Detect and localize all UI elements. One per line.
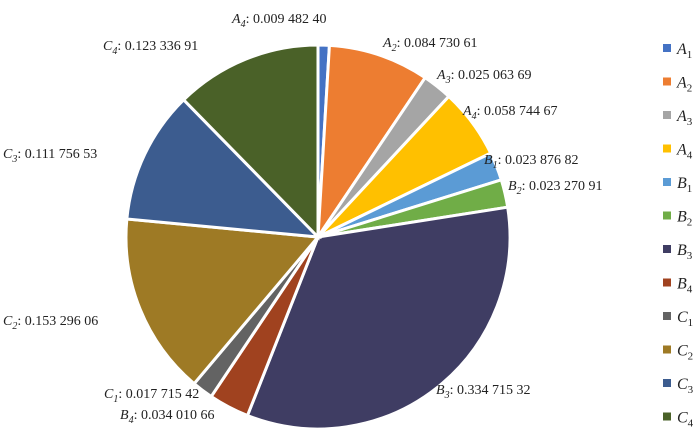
slice-a2 bbox=[316, 43, 428, 243]
slice-label-b4: B4: 0.034 010 66 bbox=[120, 408, 214, 426]
slice-label-a2: A2: 0.084 730 61 bbox=[382, 36, 477, 54]
pie-slices bbox=[124, 43, 512, 431]
slice-label-a4: A4: 0.058 744 67 bbox=[462, 104, 557, 122]
slice-label-b1: B1: 0.023 876 82 bbox=[484, 153, 578, 171]
legend-swatch-c2 bbox=[663, 345, 671, 354]
slice-label-c1: C1: 0.017 715 42 bbox=[104, 387, 199, 405]
slice-label-b2: B2: 0.023 270 91 bbox=[508, 179, 602, 197]
slice-labels: A2: 0.084 730 61 A3: 0.025 063 69 A4: 0.05… bbox=[3, 12, 602, 426]
legend-label-b1: B1 bbox=[677, 175, 692, 195]
legend-swatch-b1 bbox=[663, 178, 671, 186]
legend-label-a2: A2 bbox=[676, 75, 692, 95]
legend-swatch-b3 bbox=[663, 245, 671, 253]
legend-label-c4: C4 bbox=[677, 410, 694, 430]
legend-label-b4: B4 bbox=[677, 276, 693, 296]
slice-label-b3: B3: 0.334 715 32 bbox=[436, 383, 530, 401]
legend-swatch-c1 bbox=[663, 312, 671, 320]
legend-label-c2: C2 bbox=[677, 343, 693, 363]
legend-label-a3: A3 bbox=[676, 108, 693, 128]
slice-label-c4: C4: 0.123 336 91 bbox=[103, 39, 198, 57]
slice-label-c2: C2: 0.153 296 06 bbox=[3, 314, 98, 332]
legend-swatch-b4 bbox=[663, 278, 671, 287]
legend-swatch-a2 bbox=[663, 77, 671, 86]
slice-c4 bbox=[181, 43, 320, 241]
legend-swatch-a1 bbox=[663, 44, 671, 52]
slice-c3 bbox=[125, 97, 322, 239]
slice-b3 bbox=[245, 205, 512, 431]
legend-swatch-c3 bbox=[663, 379, 671, 387]
slice-c2 bbox=[124, 217, 321, 386]
legend-label-a1: A1 bbox=[676, 41, 692, 61]
slice-label-top: A4: 0.009 482 40 bbox=[231, 12, 326, 30]
legend-label-b3: B3 bbox=[677, 242, 693, 262]
legend-swatch-a4 bbox=[663, 144, 671, 153]
slice-label-c3: C3: 0.111 756 53 bbox=[3, 147, 97, 165]
legend-swatch-c4 bbox=[663, 412, 671, 421]
legend-label-a4: A4 bbox=[676, 142, 693, 162]
legend-label-c3: C3 bbox=[677, 376, 694, 396]
legend-label-c1: C1 bbox=[677, 309, 693, 329]
legend: A1 A2 A3 A4 B1 B2 B3 B4 C1 C2 C3 C4 bbox=[663, 41, 694, 430]
legend-swatch-a3 bbox=[663, 111, 671, 119]
legend-swatch-b2 bbox=[663, 211, 671, 220]
legend-label-b2: B2 bbox=[677, 209, 692, 229]
slice-label-a3: A3: 0.025 063 69 bbox=[436, 68, 531, 86]
